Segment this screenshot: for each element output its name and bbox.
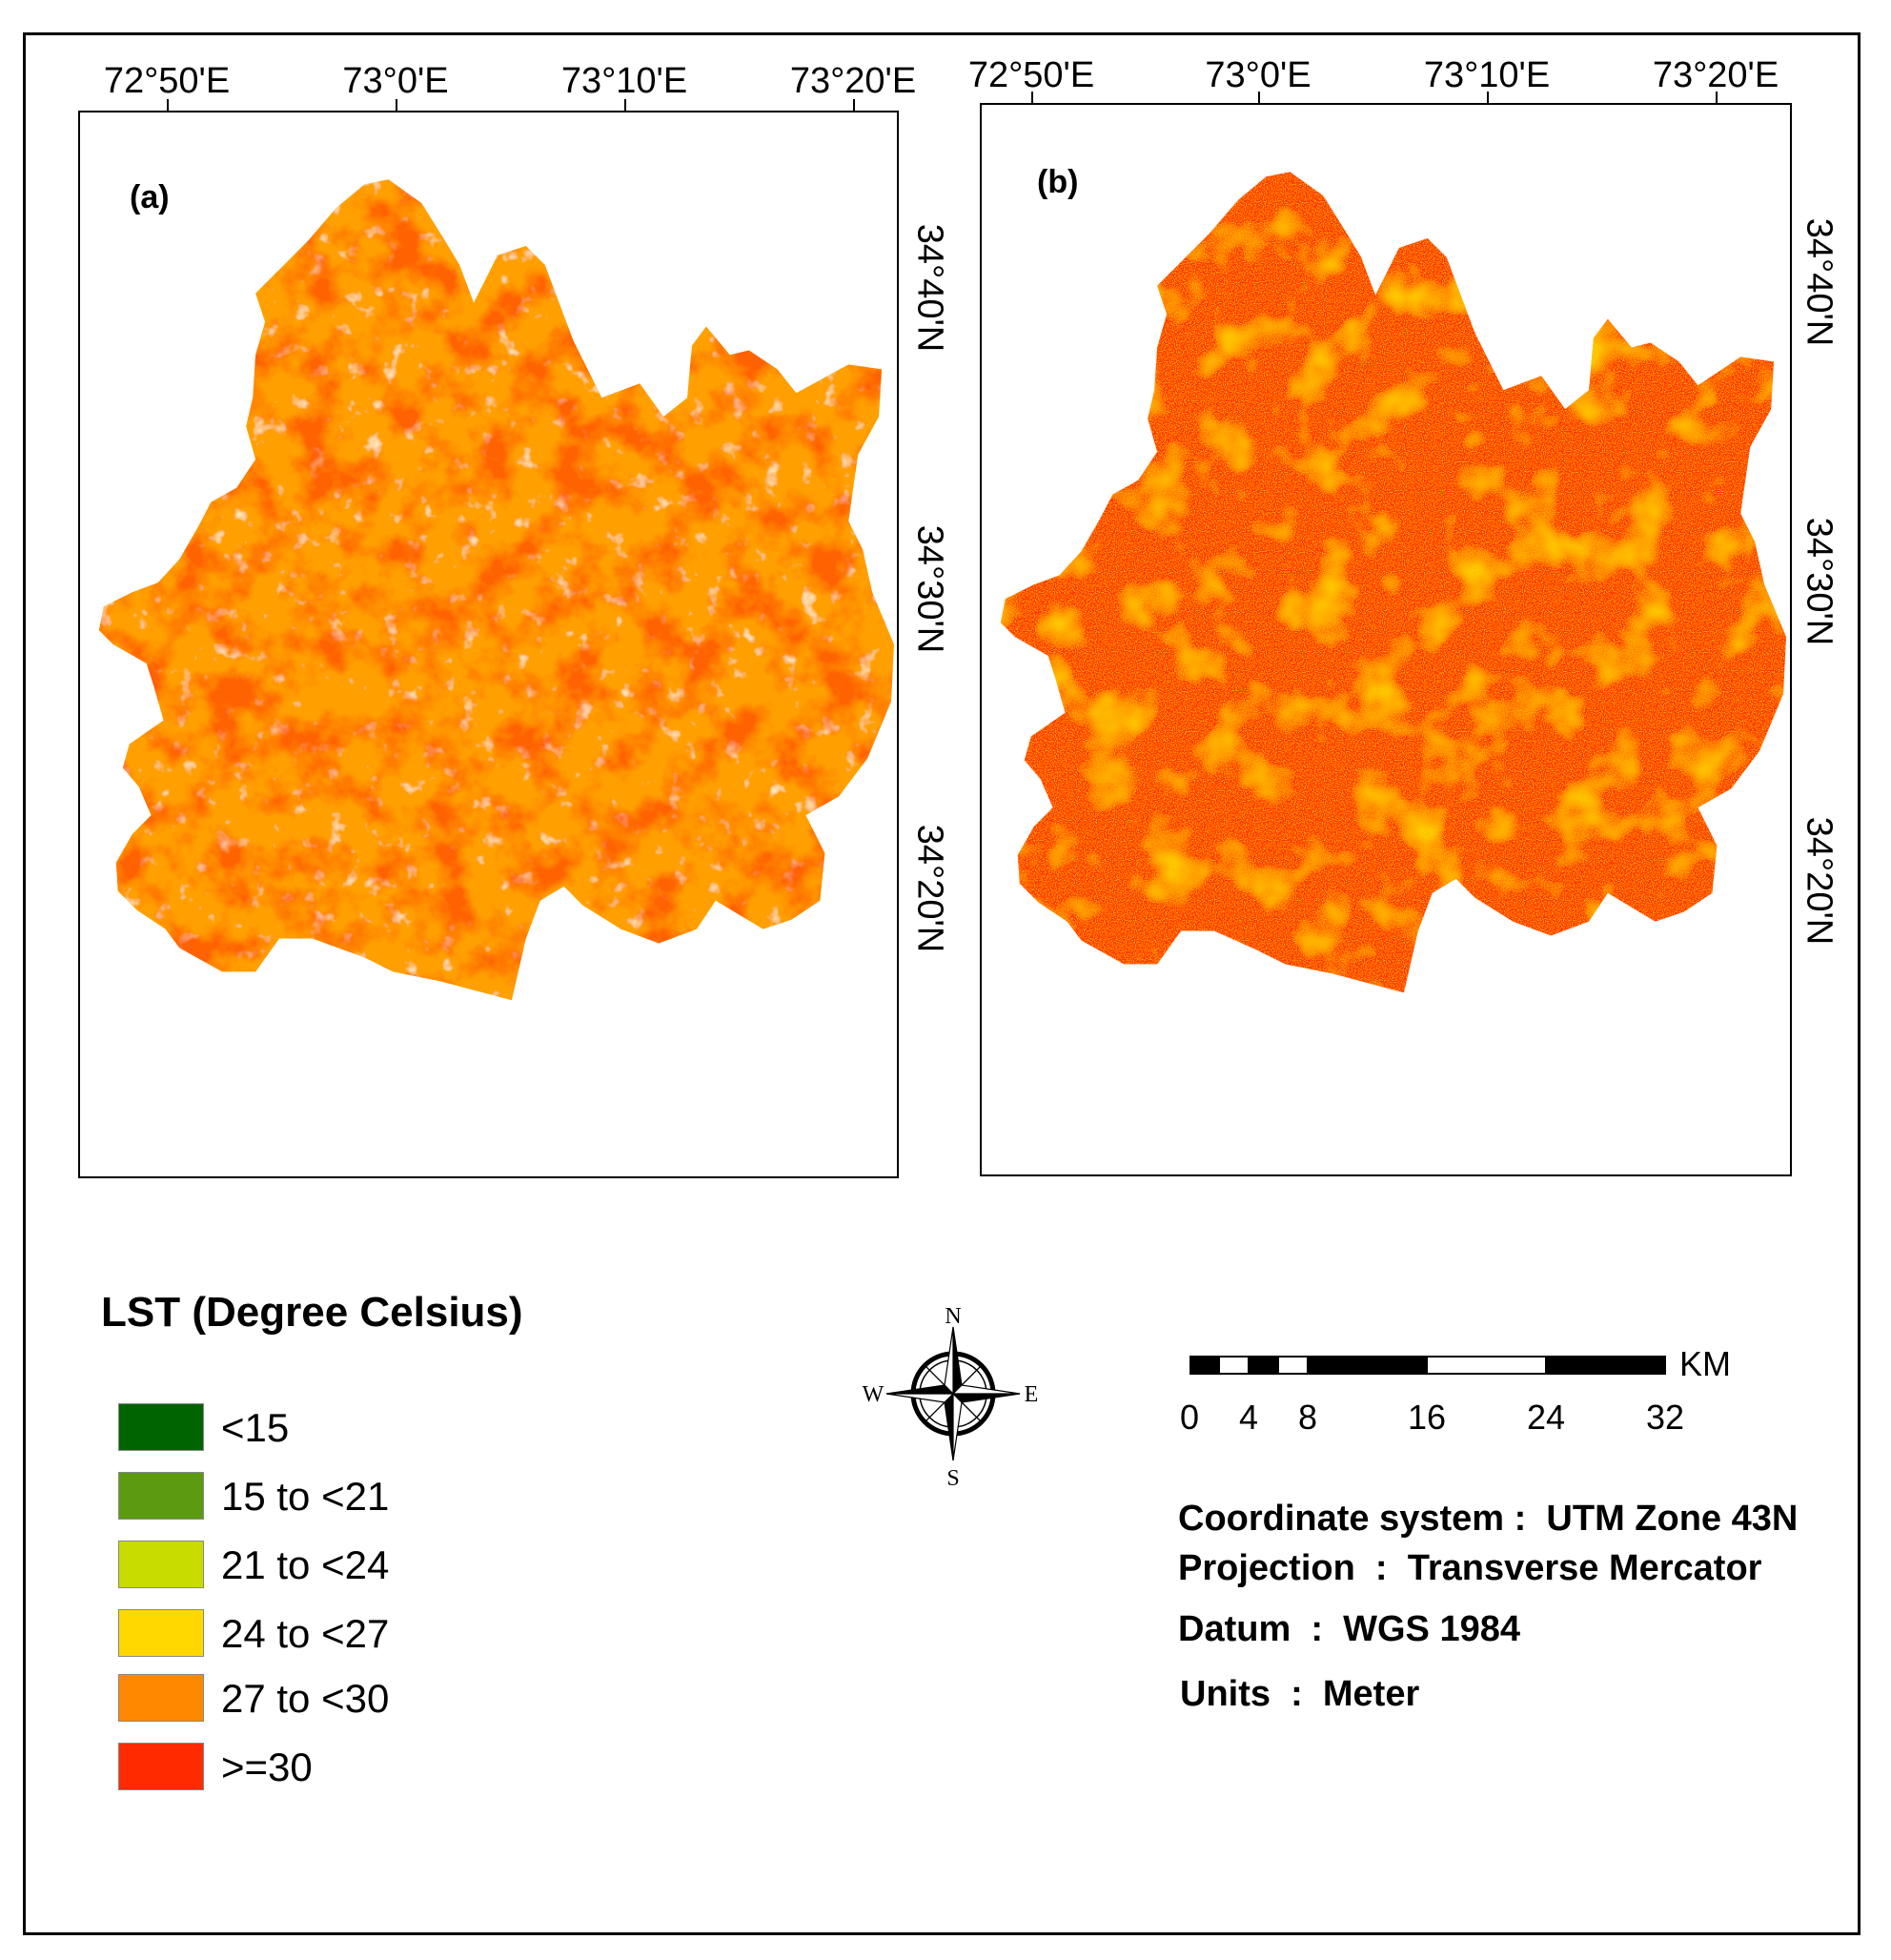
map-b-lon-label: 73°0'E xyxy=(1205,55,1312,95)
scale-segment xyxy=(1248,1356,1279,1375)
map-a-lat-label: 34°30'N xyxy=(909,524,950,654)
map-b-lat-label: 34°40'N xyxy=(1799,217,1840,347)
datum-line: Datum : WGS 1984 xyxy=(1178,1609,1520,1649)
legend-swatch xyxy=(118,1541,204,1588)
coordinate-system-line: Coordinate system : UTM Zone 43N xyxy=(1178,1499,1799,1539)
map-a-panel-label: (a) xyxy=(130,179,170,215)
scale-tick-label: 0 xyxy=(1179,1398,1200,1437)
map-a-lat-label: 34°20'N xyxy=(909,824,950,953)
map-a-lon-tick xyxy=(167,99,169,111)
map-b-lat-label: 34°30'N xyxy=(1799,517,1840,646)
map-a-lon-label: 73°20'E xyxy=(789,61,917,101)
scale-tick-label: 8 xyxy=(1297,1398,1318,1437)
legend-title: LST (Degree Celsius) xyxy=(101,1289,523,1336)
legend-label: 27 to <30 xyxy=(221,1676,390,1721)
legend-swatch xyxy=(118,1472,204,1520)
scale-segment xyxy=(1218,1356,1250,1375)
map-b-lon-label: 73°20'E xyxy=(1652,55,1779,95)
map-a-lon-label: 73°0'E xyxy=(342,61,449,101)
scale-segment xyxy=(1426,1356,1547,1375)
scale-bar: KM 0 4 8 16 24 32 xyxy=(1180,1344,1731,1460)
scale-tick-label: 16 xyxy=(1407,1398,1447,1437)
legend-label: >=30 xyxy=(221,1745,313,1789)
compass-n-label: N xyxy=(945,1304,961,1329)
map-a-raster xyxy=(98,179,895,1001)
legend-swatch xyxy=(118,1609,204,1657)
legend-swatch xyxy=(118,1743,204,1790)
scale-unit: KM xyxy=(1679,1344,1731,1383)
legend-label: 24 to <27 xyxy=(221,1611,390,1656)
scale-segment xyxy=(1277,1356,1309,1375)
scale-segment xyxy=(1545,1356,1666,1375)
legend-swatch xyxy=(118,1403,204,1451)
scale-tick-label: 32 xyxy=(1645,1398,1685,1437)
figure-frame xyxy=(23,32,1860,1935)
legend-swatch xyxy=(118,1674,204,1722)
legend-label: <15 xyxy=(221,1405,290,1450)
map-b-raster xyxy=(1000,172,1787,993)
map-panel-b: (b) xyxy=(980,103,1792,1176)
map-a-lon-label: 72°50'E xyxy=(103,61,231,101)
map-a-lon-tick xyxy=(853,99,855,111)
district-shape-a xyxy=(98,179,895,1001)
scale-segment xyxy=(1190,1356,1220,1375)
scale-segment xyxy=(1307,1356,1428,1375)
compass-s-label: S xyxy=(946,1466,959,1489)
map-panel-a: (a) xyxy=(78,111,899,1178)
compass-w-label: W xyxy=(863,1382,884,1407)
legend-label: 15 to <21 xyxy=(221,1474,390,1519)
scale-tick-label: 24 xyxy=(1526,1398,1566,1437)
scale-tick-label: 4 xyxy=(1238,1398,1259,1437)
map-b-lat-label: 34°20'N xyxy=(1799,816,1840,946)
map-a-lon-tick xyxy=(396,99,397,111)
map-b-panel-label: (b) xyxy=(1037,164,1079,200)
map-b-lon-label: 73°10'E xyxy=(1423,55,1551,95)
projection-line: Projection : Transverse Mercator xyxy=(1178,1548,1762,1588)
compass-e-label: E xyxy=(1025,1382,1039,1407)
compass-rose-icon: N S E W xyxy=(863,1304,1039,1489)
map-a-lon-tick xyxy=(624,99,626,111)
units-line: Units : Meter xyxy=(1180,1674,1420,1714)
map-b-lon-tick xyxy=(1031,92,1033,103)
district-shape-b xyxy=(1000,172,1787,993)
map-b-lon-tick xyxy=(1258,92,1260,103)
map-b-lon-tick xyxy=(1487,92,1489,103)
map-b-lon-label: 72°50'E xyxy=(967,55,1095,95)
map-a-lon-label: 73°10'E xyxy=(560,61,688,101)
map-a-lat-label: 34°40'N xyxy=(909,223,950,353)
map-b-lon-tick xyxy=(1716,92,1718,103)
legend-label: 21 to <24 xyxy=(221,1542,390,1587)
